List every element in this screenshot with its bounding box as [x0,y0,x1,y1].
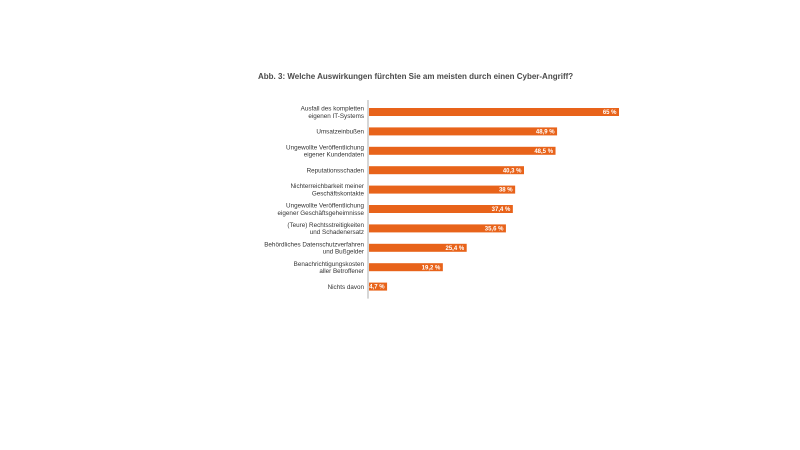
chart-title: Abb. 3: Welche Auswirkungen fürchten Sie… [258,72,574,81]
bar-1 [369,127,558,136]
bar-3 [369,166,524,175]
category-label-6-line-0: (Teure) Rechtsstreitigkeiten [287,222,364,229]
bar-2 [369,146,556,155]
bar-6 [369,224,506,233]
bar-value-label-8: 19,2 % [422,265,441,271]
category-label-0-line-1: eigenen IT-Systems [308,113,364,120]
category-label-8-line-0: Benachrichtigungskosten [294,261,365,268]
category-label-5-line-0: Ungewollte Veröffentlichung [286,203,364,210]
bar-9 [369,282,388,291]
bar-4 [369,185,516,194]
category-label-4-line-0: Nichterreichbarkeit meiner [291,183,365,190]
bar-value-label-1: 48,9 % [536,130,555,136]
category-label-1: Umsatzeinbußen [316,129,364,136]
bar-0 [369,108,619,116]
bar-value-label-3: 40,3 % [503,168,522,174]
bar-5 [369,205,513,213]
bar-value-label-2: 48,5 % [534,149,553,155]
category-label-3: Reputationsschaden [307,167,365,174]
category-label-7-line-0: Behördliches Datenschutzverfahren [264,241,364,248]
bar-value-label-9: 4,7 % [369,285,385,291]
bar-value-label-7: 25,4 % [446,246,465,252]
bar-value-label-5: 37,4 % [492,207,511,213]
category-label-7-line-1: und Bußgelder [323,249,364,256]
bar-7 [369,243,467,252]
category-label-6-line-1: und Schadenersatz [310,229,364,236]
category-label-9: Nichts davon [328,284,365,291]
bar-value-label-6: 35,6 % [485,227,504,233]
bar-value-label-0: 65 % [603,110,617,116]
category-label-2-line-1: eigener Kundendaten [304,152,365,159]
category-label-2-line-0: Ungewollte Veröffentlichung [286,144,364,151]
bar-value-label-4: 38 % [499,188,513,194]
bar-8 [369,263,443,272]
category-label-4-line-1: Geschäftskontakte [312,190,365,197]
category-label-5-line-1: eigener Geschäftsgeheimnisse [278,210,365,217]
category-label-8-line-1: aller Betroffener [319,268,364,275]
category-label-0-line-0: Ausfall des kompletten [301,106,365,113]
